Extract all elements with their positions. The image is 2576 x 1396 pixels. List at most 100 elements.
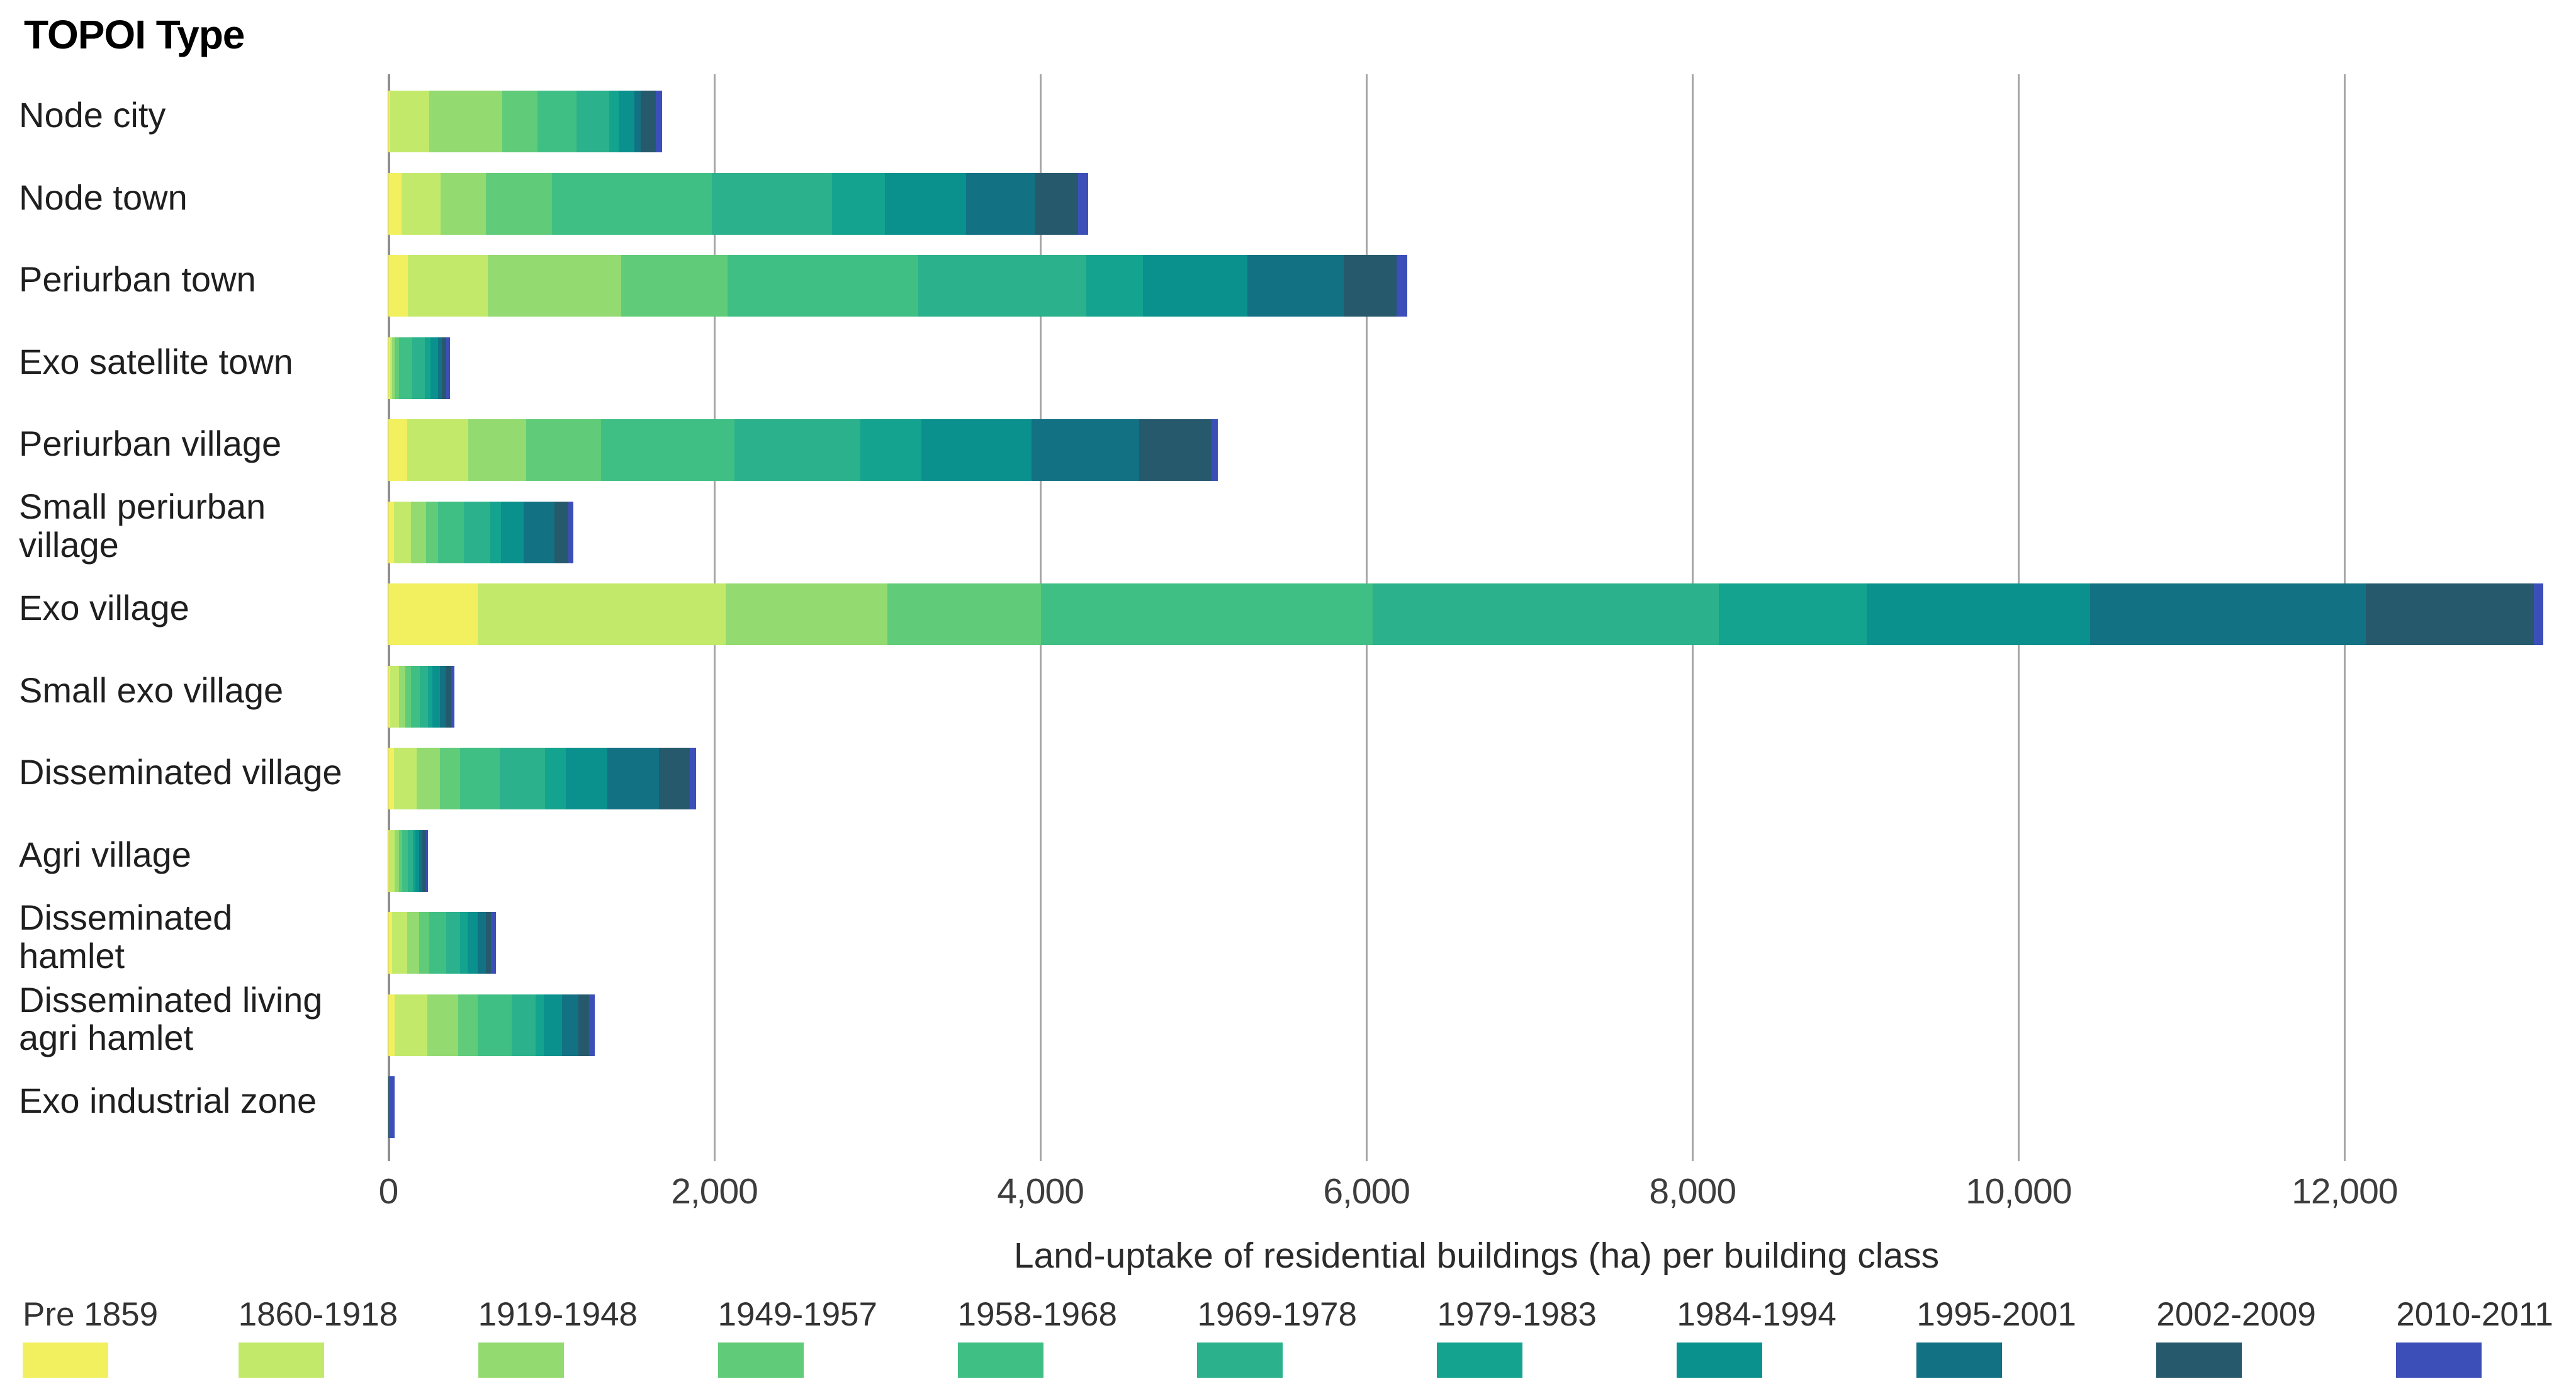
bar-segment — [388, 255, 408, 317]
bar-segment — [511, 994, 536, 1056]
bar-segment — [621, 255, 728, 317]
bar-segment — [831, 172, 885, 235]
bar-segment — [388, 912, 393, 974]
bar-segment — [389, 1076, 395, 1139]
bar-segment — [390, 91, 429, 152]
bar-segment — [464, 501, 490, 563]
bar-segment — [526, 419, 601, 481]
stacked-bar — [388, 172, 2565, 235]
legend-item: 1919-1948 — [478, 1295, 638, 1378]
bar-segment — [417, 748, 440, 810]
bar-segment — [536, 994, 544, 1056]
legend-item: 1958-1968 — [957, 1295, 1117, 1378]
bar-segment — [437, 337, 442, 399]
bar-row — [388, 403, 2565, 485]
y-category-label: Disseminated village — [19, 752, 342, 792]
bar-row — [388, 731, 2565, 814]
bar-segment — [398, 665, 406, 728]
bar-segment — [690, 748, 697, 810]
bar-segment — [458, 994, 478, 1056]
bar-segment — [388, 501, 395, 563]
legend-item: 1969-1978 — [1197, 1295, 1357, 1378]
bar-segment — [459, 912, 468, 974]
bar-segment — [552, 172, 712, 235]
bar-segment — [523, 501, 555, 563]
bar-segment — [491, 912, 496, 974]
bar-segment — [1718, 583, 1867, 646]
bar-segment — [425, 830, 429, 892]
bar-segment — [405, 665, 412, 728]
bar-segment — [446, 912, 460, 974]
bar-segment — [408, 830, 413, 892]
bar-segment — [459, 748, 500, 810]
bar-segment — [658, 748, 690, 810]
stacked-bar — [388, 337, 2565, 399]
bar-segment — [966, 172, 1036, 235]
bar-segment — [544, 748, 566, 810]
bar-segment — [2365, 583, 2534, 646]
legend-swatch — [957, 1343, 1043, 1378]
bar-segment — [411, 665, 420, 728]
bar-segment — [712, 172, 832, 235]
bar-segment — [502, 91, 537, 152]
bar-segment — [1139, 419, 1212, 481]
bar-segment — [432, 665, 440, 728]
bar-segment — [1397, 255, 1407, 317]
stacked-bar — [388, 994, 2565, 1056]
y-category-label: Disseminated hamlet — [19, 898, 233, 976]
x-tick-label: 0 — [378, 1171, 399, 1212]
bar-segment — [407, 912, 420, 974]
bar-segment — [486, 912, 492, 974]
bar-segment — [468, 419, 526, 481]
bar-segment — [411, 501, 426, 563]
bar-segment — [428, 665, 432, 728]
legend-label: 2010-2011 — [2396, 1296, 2553, 1333]
x-tick-label: 10,000 — [1966, 1171, 2072, 1212]
bar-row — [388, 896, 2565, 978]
bar-segment — [655, 91, 663, 152]
bar-segment — [388, 419, 407, 481]
bar-segment — [388, 91, 390, 152]
bar-segment — [500, 501, 524, 563]
legend-item: 2002-2009 — [2156, 1295, 2316, 1378]
y-category-label: Exo village — [19, 588, 189, 628]
bar-segment — [407, 419, 468, 481]
stacked-bar — [388, 830, 2565, 892]
bar-segment — [388, 830, 390, 892]
bar-segment — [419, 912, 429, 974]
bar-segment — [1867, 583, 2091, 646]
bar-segment — [395, 994, 428, 1056]
x-tick-label: 12,000 — [2292, 1171, 2398, 1212]
bar-segment — [389, 830, 395, 892]
bar-segment — [1031, 419, 1139, 481]
bar-segment — [887, 583, 1042, 646]
bar-segment — [442, 337, 446, 399]
bar-segment — [429, 91, 503, 152]
legend-swatch — [1916, 1343, 2003, 1378]
y-category-label: Small exo village — [19, 670, 284, 710]
bar-segment — [394, 501, 412, 563]
x-tick-label: 6,000 — [1323, 1171, 1410, 1212]
bar-segment — [918, 255, 1086, 317]
bar-row — [388, 1060, 2565, 1142]
bar-segment — [478, 994, 512, 1056]
legend-item: 1860-1918 — [238, 1295, 398, 1378]
bar-segment — [609, 91, 619, 152]
bar-segment — [439, 665, 446, 728]
bar-segment — [390, 665, 399, 728]
legend-swatch — [478, 1343, 564, 1378]
legend-label: 1860-1918 — [238, 1296, 398, 1333]
bar-row — [388, 321, 2565, 403]
chart-title: TOPOI Type — [24, 12, 245, 57]
bar-segment — [430, 337, 438, 399]
bar-segment — [566, 748, 608, 810]
bar-segment — [478, 912, 487, 974]
bar-segment — [392, 912, 407, 974]
bar-segment — [467, 912, 478, 974]
bar-row — [388, 485, 2565, 568]
bar-segment — [388, 748, 395, 810]
bar-segment — [727, 255, 918, 317]
legend-label: 1984-1994 — [1677, 1296, 1836, 1333]
legend-swatch — [2396, 1343, 2482, 1378]
legend-item: 1984-1994 — [1677, 1295, 1836, 1378]
